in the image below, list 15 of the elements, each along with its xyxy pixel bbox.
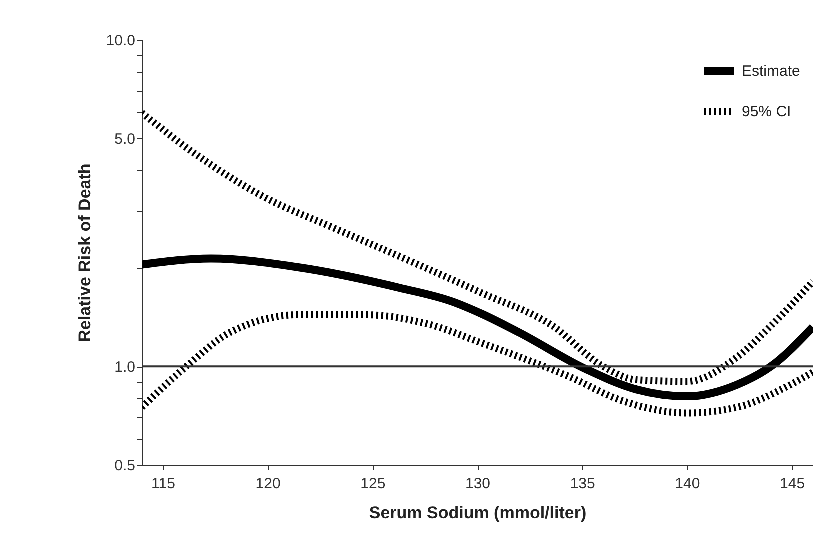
x-tick-label: 120 (256, 476, 281, 492)
legend-label: 95% CI (742, 104, 792, 120)
x-tick-label: 140 (675, 476, 700, 492)
x-tick-label: 145 (780, 476, 806, 492)
y-tick-label: 0.5 (114, 458, 136, 474)
legend-label: Estimate (742, 63, 800, 80)
x-tick-label: 135 (570, 476, 596, 492)
x-tick-label: 130 (465, 476, 491, 492)
x-tick-label: 125 (360, 476, 386, 492)
y-tick-label: 10.0 (106, 32, 136, 50)
y-tick-label: 1.0 (114, 359, 136, 376)
x-axis-title: Serum Sodium (mmol/liter) (369, 504, 587, 522)
y-tick-label: 5.0 (114, 130, 136, 148)
x-tick-label: 115 (152, 476, 176, 492)
y-axis-title: Relative Risk of Death (75, 164, 94, 342)
